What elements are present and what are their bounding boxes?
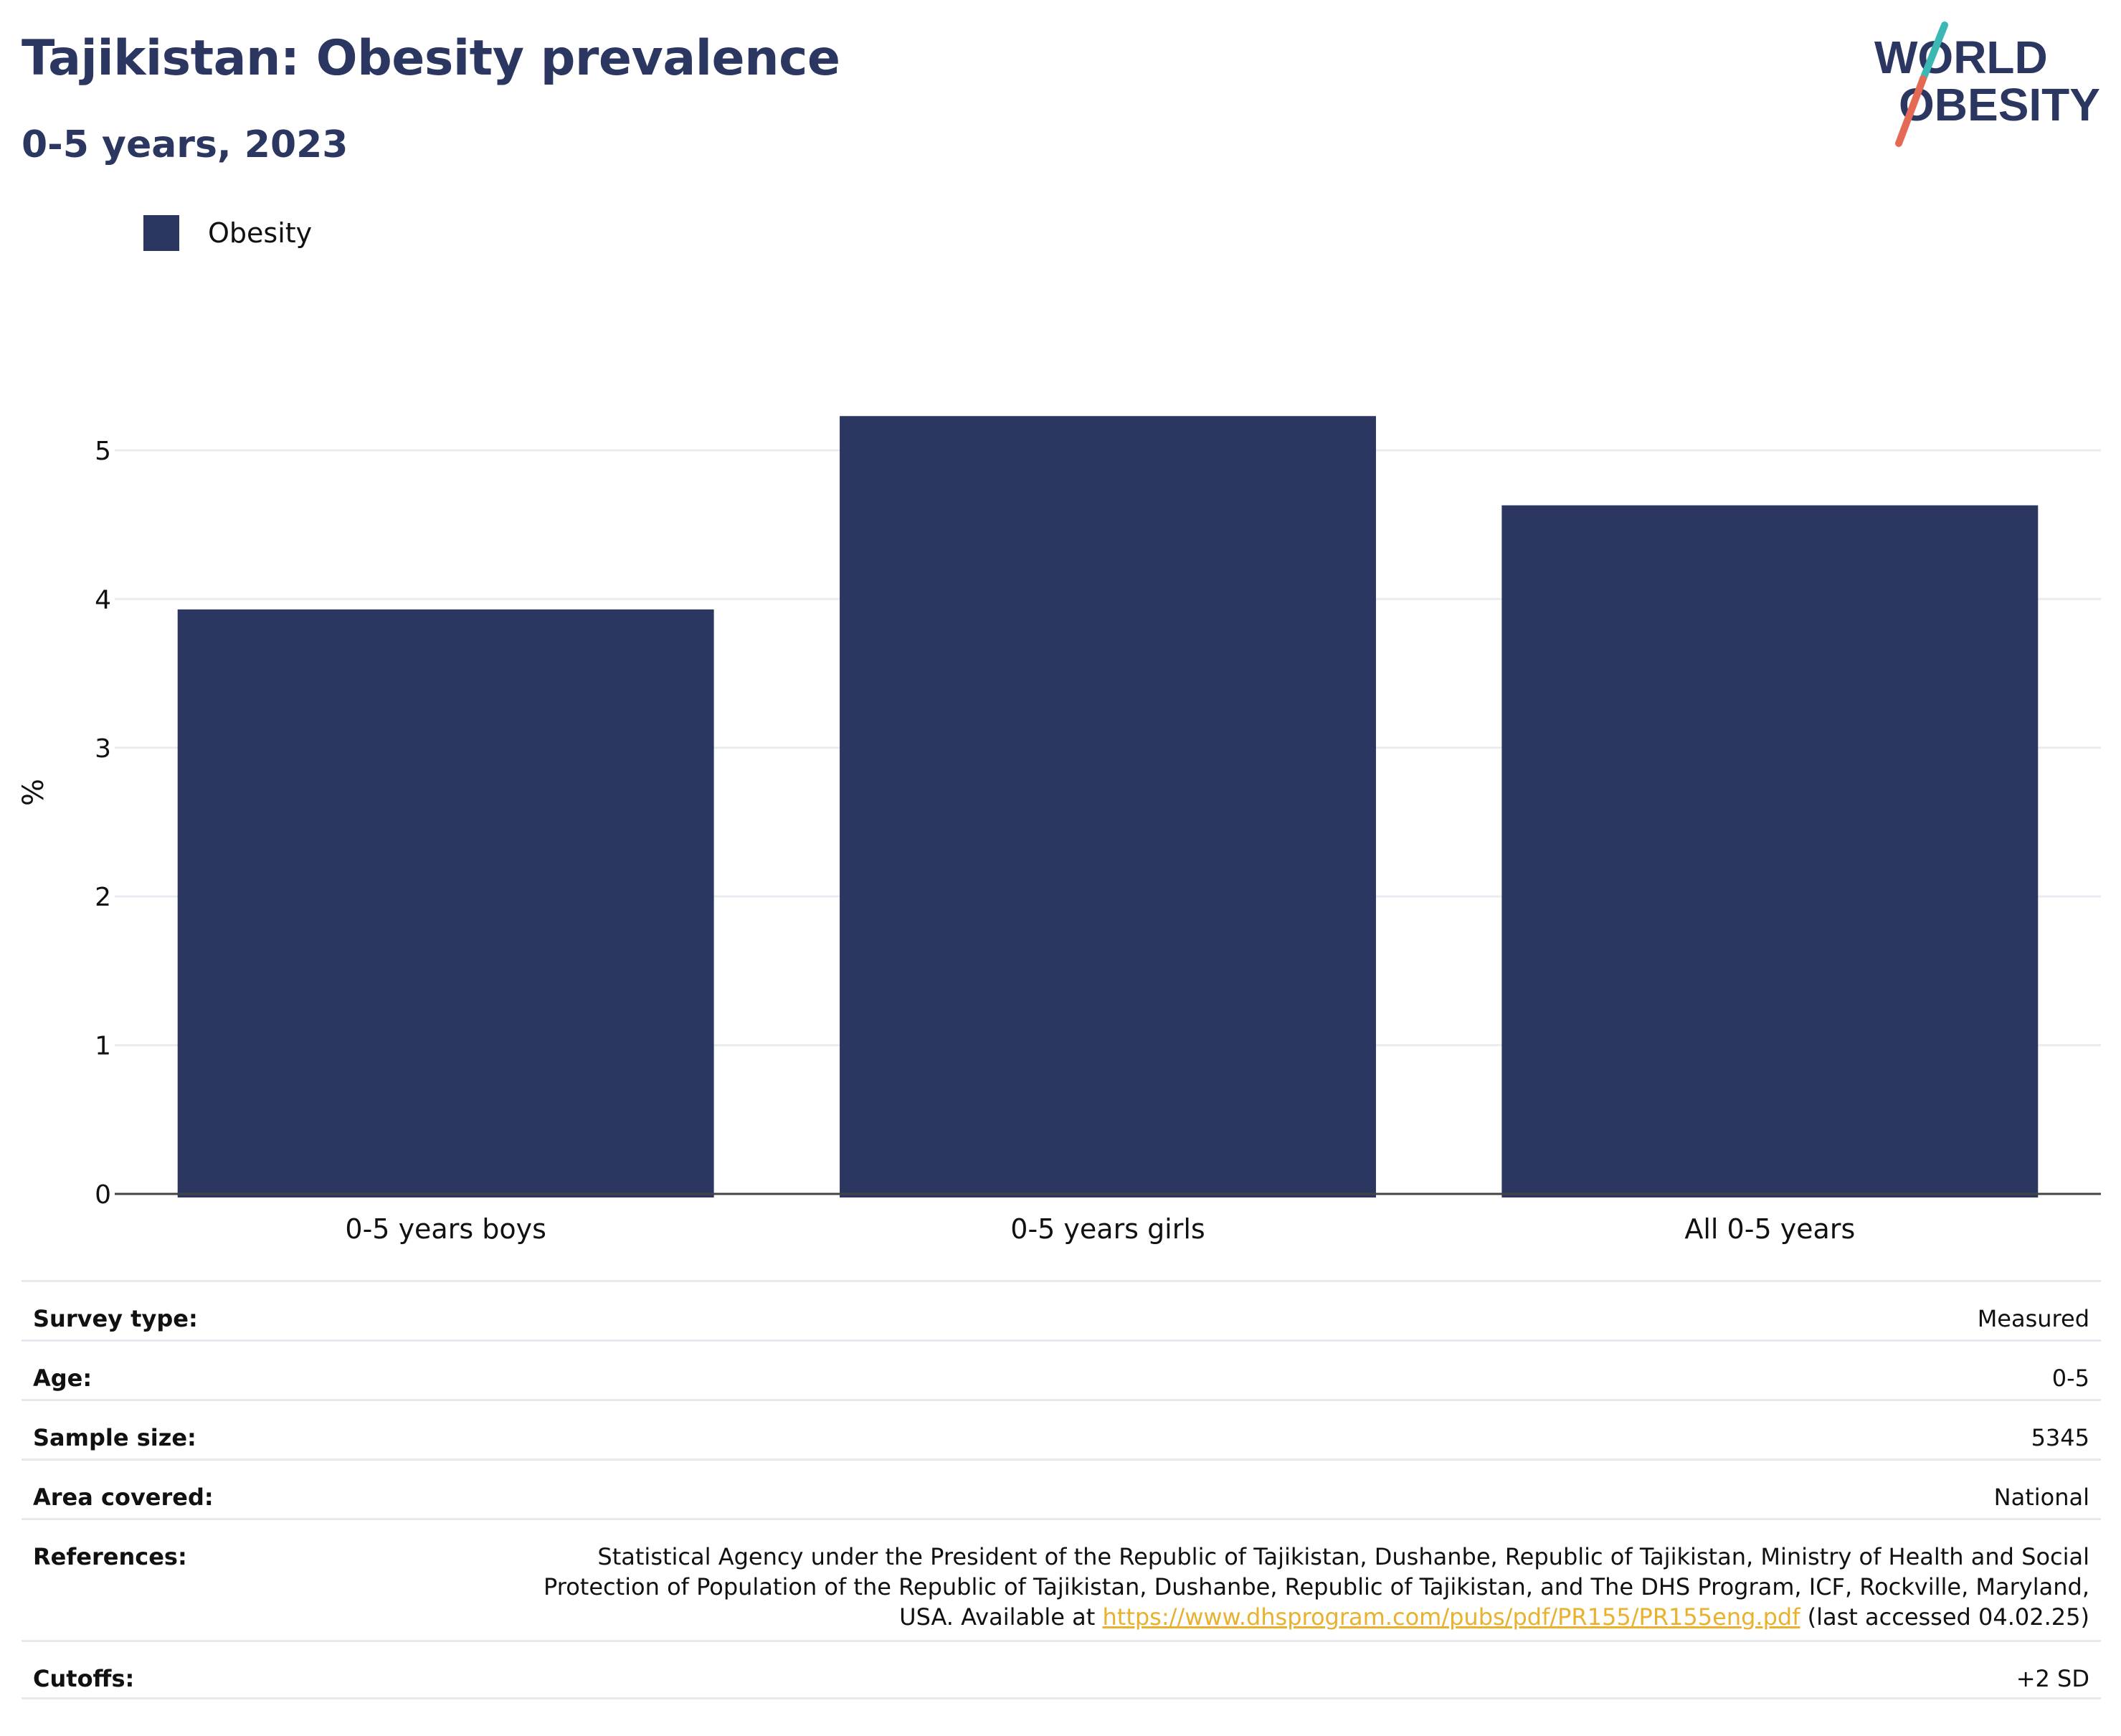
meta-value: 5345 (2031, 1424, 2089, 1451)
bar-chart: 0 1 2 3 4 5 0-5 years boys 0-5 years girls All 0… (17, 416, 2101, 1245)
meta-key: Age: (33, 1365, 92, 1392)
x-tick-label: All 0-5 years (1684, 1213, 1855, 1245)
bar (1501, 505, 2039, 1197)
meta-key: Sample size: (33, 1424, 196, 1451)
meta-row-area-covered: Area covered: National (22, 1458, 2101, 1518)
chart-title: Tajikistan: Obesity prevalence (22, 30, 840, 87)
meta-value: +2 SD (2016, 1665, 2089, 1692)
meta-key: Survey type: (33, 1305, 198, 1332)
y-tick-label: 1 (95, 1032, 111, 1061)
x-tick-label: 0-5 years girls (1010, 1213, 1205, 1245)
legend: Obesity (143, 215, 312, 251)
x-tick-label: 0-5 years boys (345, 1213, 546, 1245)
legend-swatch-obesity (143, 215, 179, 251)
y-tick-label: 4 (95, 585, 111, 615)
chart-subtitle: 0-5 years, 2023 (22, 123, 348, 166)
meta-row-age: Age: 0-5 (22, 1339, 2101, 1399)
references-line3-prefix: USA. Available at (899, 1603, 1103, 1631)
y-tick-label: 2 (95, 883, 111, 912)
y-axis-label: % (17, 779, 50, 806)
logo-slash-bottom (1895, 75, 1927, 147)
references-link[interactable]: https://www.dhsprogram.com/pubs/pdf/PR15… (1102, 1603, 1800, 1631)
meta-row-cutoffs: Cutoffs: +2 SD (22, 1640, 2101, 1699)
meta-value: National (1993, 1484, 2089, 1511)
y-tick-label: 0 (95, 1180, 111, 1210)
meta-value: 0-5 (2051, 1365, 2089, 1392)
survey-info-table: Survey type: Measured Age: 0-5 Sample si… (22, 1280, 2101, 1699)
references-line1: Statistical Agency under the President o… (597, 1543, 2089, 1570)
bar (840, 416, 1376, 1197)
meta-row-sample-size: Sample size: 5345 (22, 1399, 2101, 1458)
meta-row-references: References: Statistical Agency under the… (22, 1518, 2101, 1640)
logo-line2: OBESITY (1899, 79, 2100, 131)
meta-value: Measured (1977, 1305, 2089, 1332)
bar (177, 609, 714, 1197)
world-obesity-logo: WORLD OBESITY (1874, 22, 2100, 147)
legend-label-obesity: Obesity (208, 217, 313, 249)
meta-row-survey-type: Survey type: Measured (22, 1280, 2101, 1339)
logo-slash-top (1920, 22, 1948, 82)
meta-key: Cutoffs: (33, 1665, 135, 1692)
y-tick-label: 3 (95, 734, 111, 764)
references-line2: Protection of Population of the Republic… (544, 1573, 2089, 1600)
references-text: Statistical Agency under the President o… (544, 1542, 2089, 1632)
y-tick-label: 5 (95, 437, 111, 466)
logo-line1: WORLD (1874, 32, 2048, 83)
meta-key: Area covered: (33, 1484, 214, 1511)
meta-key: References: (33, 1543, 187, 1570)
references-line3-suffix: (last accessed 04.02.25) (1800, 1603, 2089, 1631)
